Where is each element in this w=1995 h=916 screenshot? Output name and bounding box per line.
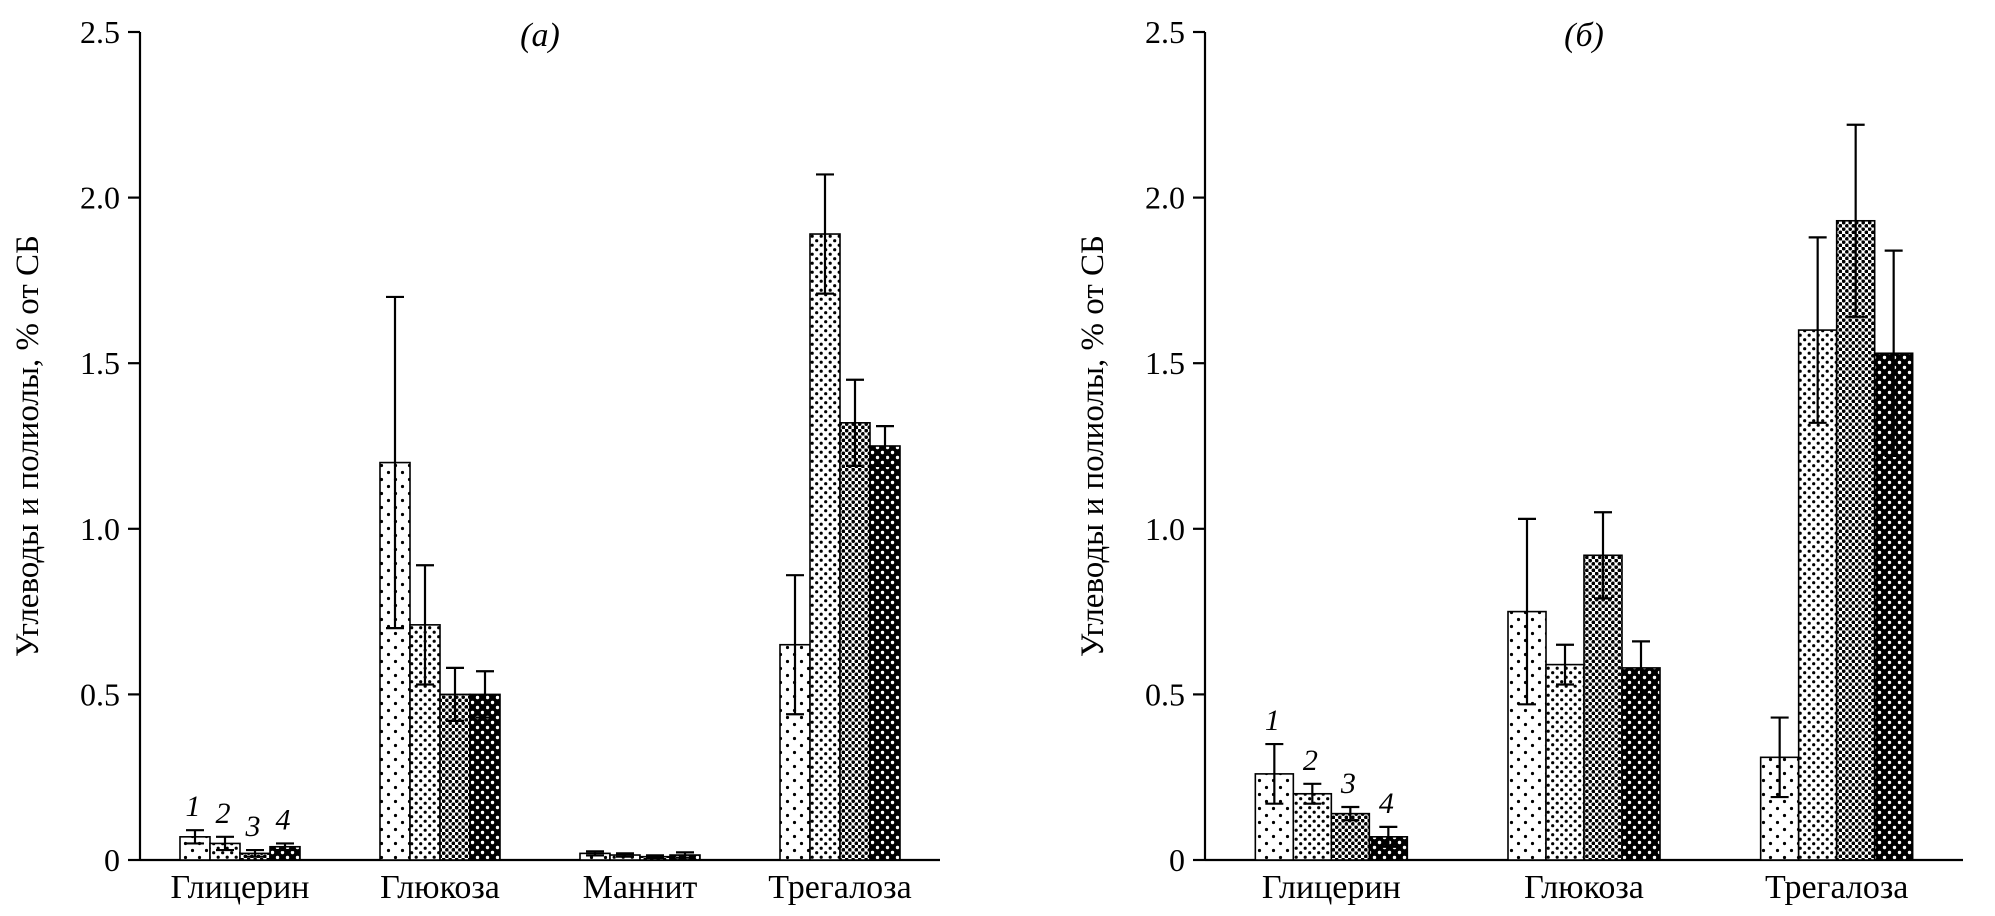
bar xyxy=(869,445,901,861)
y-tick-label: 2.0 xyxy=(1145,180,1185,216)
series-number-label: 4 xyxy=(276,803,291,836)
series-number-label: 2 xyxy=(1303,744,1318,777)
y-tick-label: 1.0 xyxy=(1145,511,1185,547)
series-number-label: 1 xyxy=(186,790,201,823)
chart-panel-b: 0 0.5 1.0 1.5 2.0 2.5 Углеводы и полиолы, % от… xyxy=(997,0,1995,916)
y-tick-label: 2.5 xyxy=(80,14,120,50)
bar xyxy=(1545,663,1585,861)
category-label: Трегалоза xyxy=(1765,869,1908,906)
panel-title: (б) xyxy=(1564,17,1604,54)
bar xyxy=(439,693,471,861)
series-number-label: 3 xyxy=(1340,767,1356,800)
y-tick-label: 0.5 xyxy=(1145,676,1185,712)
y-axis-label: Углеводы и полиолы, % от СБ xyxy=(1075,235,1111,657)
category-label: Маннит xyxy=(583,869,698,906)
bar xyxy=(379,461,411,861)
bar xyxy=(1583,554,1623,861)
series-number-label: 1 xyxy=(1265,704,1280,737)
panel-title: (а) xyxy=(520,17,560,54)
bar xyxy=(1873,352,1914,861)
bar xyxy=(809,233,841,861)
y-tick-label: 0 xyxy=(104,842,120,878)
category-label: Трегалоза xyxy=(768,869,911,906)
y-tick-label: 1.0 xyxy=(80,511,120,547)
bar xyxy=(469,693,501,861)
category-label: Глицерин xyxy=(1262,869,1401,906)
series-number-label: 4 xyxy=(1379,787,1394,820)
y-tick-label: 2.0 xyxy=(80,180,120,216)
y-tick-label: 0 xyxy=(1169,842,1185,878)
series-number-label: 3 xyxy=(245,810,261,843)
bar xyxy=(1621,667,1661,861)
y-tick-label: 1.5 xyxy=(80,345,120,381)
category-label: Глюкоза xyxy=(380,869,500,906)
y-tick-label: 0.5 xyxy=(80,676,120,712)
y-axis-label: Углеводы и полиолы, % от СБ xyxy=(10,235,46,657)
bar xyxy=(839,422,871,861)
y-tick-label: 1.5 xyxy=(1145,345,1185,381)
bar xyxy=(1254,773,1295,861)
category-label: Глицерин xyxy=(171,869,310,906)
series-number-label: 2 xyxy=(216,797,231,830)
chart-panel-a: 0 0.5 1.0 1.5 2.0 2.5 Углеводы и полиолы, % от… xyxy=(0,0,997,916)
y-tick-label: 2.5 xyxy=(1145,14,1185,50)
category-label: Глюкоза xyxy=(1524,869,1644,906)
